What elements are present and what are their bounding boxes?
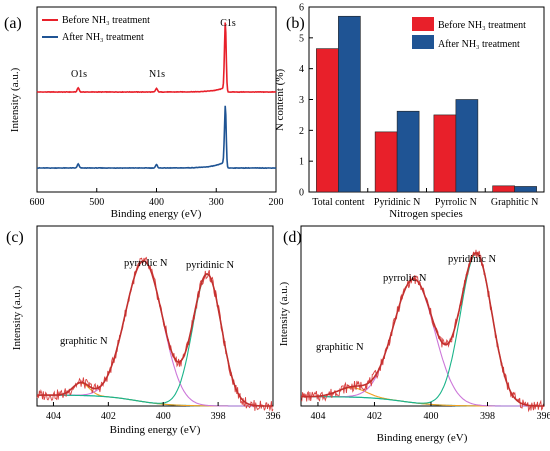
legend-swatch-after bbox=[412, 35, 434, 49]
panel-c: (c) 404 402 400 398 396 Binding energy (eV) … bbox=[6, 225, 281, 436]
panel-d-label-graphitic: graphitic N bbox=[316, 342, 364, 353]
peak-label-n1s: N1s bbox=[149, 69, 165, 80]
panel-a: (a) 600 500 400 300 200 Binding energy (eV) … bbox=[4, 6, 284, 220]
y-tick-label: 5 bbox=[299, 33, 304, 44]
x-tick-label: 400 bbox=[156, 411, 171, 422]
panel-c-label-pyrrolic: pyrrolic N bbox=[124, 258, 168, 269]
panel-c-label-graphitic: graphitic N bbox=[60, 336, 108, 347]
bar-before-2 bbox=[433, 114, 457, 193]
x-tick-label: 402 bbox=[367, 411, 382, 422]
category-label: Total content bbox=[312, 197, 365, 208]
panel-a-x-ticks: 600 500 400 300 200 bbox=[30, 188, 284, 208]
peak-label-c1s: C1s bbox=[220, 18, 236, 29]
panel-c-x-axis-title: Binding energy (eV) bbox=[110, 424, 201, 436]
y-tick-label: 2 bbox=[299, 126, 304, 137]
bar-before-1 bbox=[374, 131, 398, 193]
panel-c-frame bbox=[36, 225, 274, 407]
x-tick-label: 300 bbox=[209, 197, 224, 208]
bar-after-0 bbox=[338, 15, 361, 193]
raw-spectrum bbox=[36, 256, 274, 412]
y-tick-label: 0 bbox=[299, 188, 304, 199]
y-tick-label: 4 bbox=[299, 64, 304, 75]
panel-b-category-labels: Total content Pyridinic N Pyrrolic N Graphi… bbox=[312, 188, 545, 208]
series-before-line bbox=[36, 22, 277, 94]
bar-before-3 bbox=[492, 185, 515, 193]
x-tick-label: 396 bbox=[537, 411, 550, 422]
panel-c-y-axis-title: Intensity (a.u.) bbox=[11, 285, 23, 350]
panel-d-label-pyrrolic: pyrrolic N bbox=[383, 273, 427, 284]
panel-b-label: (b) bbox=[286, 15, 305, 32]
fit-envelope bbox=[301, 251, 544, 407]
x-tick-label: 400 bbox=[423, 411, 438, 422]
panel-c-curves bbox=[36, 256, 274, 412]
panel-d-label-pyridinic: pyridinic N bbox=[448, 254, 497, 265]
peak-label-o1s: O1s bbox=[71, 69, 87, 80]
y-tick-label: 1 bbox=[299, 157, 304, 168]
x-tick-label: 400 bbox=[149, 197, 164, 208]
panel-d-label: (d) bbox=[283, 229, 302, 246]
x-tick-label: 402 bbox=[101, 411, 116, 422]
panel-d-x-ticks: 404 402 400 398 396 bbox=[310, 402, 550, 422]
bar-after-2 bbox=[455, 99, 479, 193]
bar-before-0 bbox=[316, 48, 339, 193]
panel-d: (d) 404 402 400 398 396 Binding energy (eV) … bbox=[278, 225, 550, 444]
series-after-line bbox=[37, 105, 277, 170]
x-tick-label: 396 bbox=[266, 411, 281, 422]
panel-d-curves bbox=[300, 249, 545, 413]
background-curve bbox=[301, 396, 544, 407]
panel-c-label-pyridinic: pyridinic N bbox=[186, 260, 235, 271]
legend-swatch-before bbox=[412, 17, 434, 31]
x-tick-label: 398 bbox=[211, 411, 226, 422]
x-tick-label: 600 bbox=[30, 197, 45, 208]
panel-a-legend: Before NH₃ treatment After NH₃ treatment bbox=[42, 15, 150, 43]
legend-label-after: After NH₃ treatment bbox=[438, 39, 520, 50]
y-tick-label: 6 bbox=[299, 3, 304, 14]
panel-b-y-axis-title: N content (%) bbox=[274, 69, 286, 132]
panel-a-y-axis-title: Intensity (a.u.) bbox=[9, 67, 21, 132]
x-tick-label: 200 bbox=[269, 197, 284, 208]
fit-envelope bbox=[37, 260, 273, 407]
x-tick-label: 404 bbox=[46, 411, 61, 422]
bar-after-3 bbox=[514, 186, 537, 193]
panel-b-legend: Before NH₃ treatment After NH₃ treatment bbox=[412, 17, 526, 50]
panel-a-curves bbox=[36, 22, 277, 170]
x-tick-label: 398 bbox=[480, 411, 495, 422]
panel-b-y-ticks: 0 1 2 3 4 5 6 bbox=[299, 3, 313, 199]
panel-d-frame bbox=[300, 225, 545, 407]
legend-label-after: After NH₃ treatment bbox=[62, 32, 144, 43]
y-tick-label: 3 bbox=[299, 95, 304, 106]
legend-label-before: Before NH₃ treatment bbox=[62, 15, 150, 26]
graphitic-n-fit bbox=[37, 382, 273, 407]
panel-d-y-axis-title: Intensity (a.u.) bbox=[278, 281, 290, 346]
panel-c-label: (c) bbox=[6, 229, 24, 246]
panel-b: (b) 0 1 2 3 4 5 6 Total content Pyridinic N Pyrr… bbox=[274, 3, 545, 220]
panel-b-x-axis-title: Nitrogen species bbox=[389, 208, 463, 220]
panel-a-x-axis-title: Binding energy (eV) bbox=[111, 208, 202, 220]
panel-c-x-ticks: 404 402 400 398 396 bbox=[46, 402, 281, 422]
category-label: Graphitic N bbox=[491, 197, 539, 208]
x-tick-label: 404 bbox=[310, 411, 325, 422]
panel-a-label: (a) bbox=[4, 15, 22, 32]
bar-after-1 bbox=[396, 110, 420, 193]
panel-b-bars bbox=[316, 15, 537, 193]
panel-d-x-axis-title: Binding energy (eV) bbox=[377, 432, 468, 444]
background-curve bbox=[37, 394, 273, 407]
x-tick-label: 500 bbox=[89, 197, 104, 208]
legend-label-before: Before NH₃ treatment bbox=[438, 20, 526, 31]
category-label: Pyrrolic N bbox=[435, 197, 477, 208]
category-label: Pyridinic N bbox=[374, 197, 420, 208]
